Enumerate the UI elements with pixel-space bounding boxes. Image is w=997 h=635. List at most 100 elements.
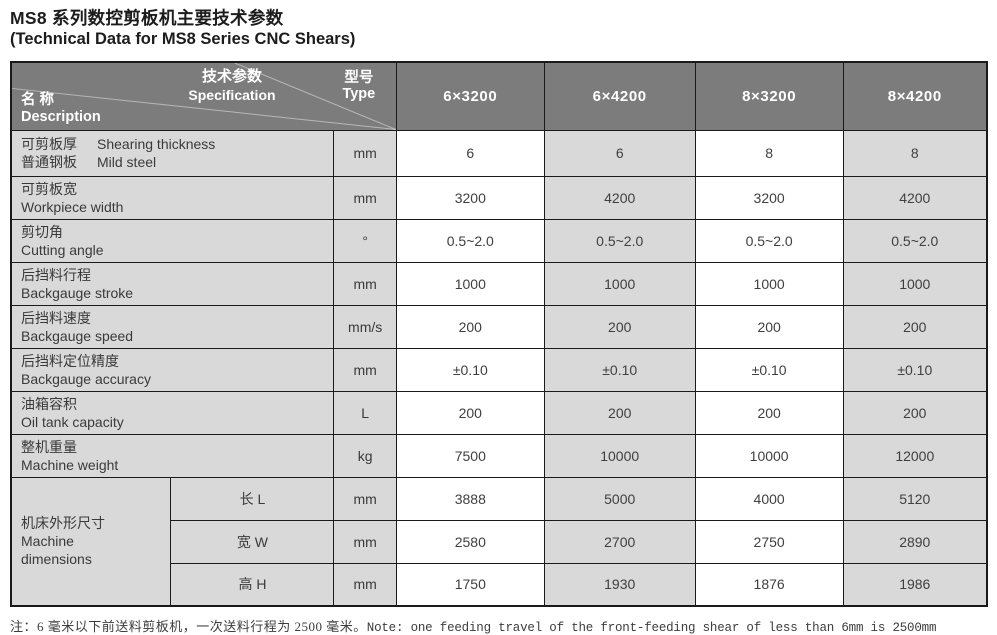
header-specification-en: Specification	[188, 87, 276, 103]
cell-value: 1750	[395, 562, 545, 607]
cell-value: 200	[395, 390, 545, 435]
dimension-sublabel-width: 宽 W	[170, 519, 335, 564]
table-row-shearing-thickness: 可剪板厚 Shearing thickness 普通钢板 Mild steel mm…	[10, 129, 988, 177]
cell-value: 2580	[395, 519, 545, 564]
table-row-cutting-angle: 剪切角 Cutting angle ° 0.5~2.0 0.5~2.0 0.5~…	[10, 218, 988, 263]
table-row-dimension-height: 高 H mm 1750 1930 1876 1986	[11, 562, 988, 607]
technical-data-table: 技术参数 Specification 名 称 Description 型号 Ty…	[10, 61, 988, 607]
header-type-en: Type	[342, 86, 376, 102]
table-header-row: 技术参数 Specification 名 称 Description 型号 Ty…	[10, 61, 988, 131]
cell-value: 4200	[543, 175, 696, 220]
row-unit: mm	[333, 519, 397, 564]
row-label: 后挡料行程 Backgauge stroke	[10, 261, 335, 306]
cell-value: 200	[842, 304, 988, 349]
cell-value: 6	[395, 129, 545, 177]
row-label-zh: 后挡料定位精度	[21, 352, 119, 369]
row-unit: mm	[333, 175, 397, 220]
cell-value: 1000	[694, 261, 844, 306]
row-label-zh: 后挡料速度	[21, 309, 91, 326]
footnote-zh: 注：6 毫米以下前送料剪板机，一次送料行程为 2500 毫米。	[10, 619, 367, 634]
cell-value: 2750	[694, 519, 844, 564]
row-label-zh2: 普通钢板	[21, 154, 77, 170]
cell-value: 4200	[842, 175, 988, 220]
cell-value: 3200	[395, 175, 545, 220]
table-row-dimension-width: 宽 W mm 2580 2700 2750 2890	[11, 519, 988, 564]
model-header-8x4200: 8×4200	[842, 61, 988, 131]
header-specification-label: 技术参数 Specification	[112, 68, 352, 104]
row-unit: kg	[333, 433, 397, 478]
dimensions-group-label: 机床外形尺寸 Machine dimensions	[10, 476, 172, 607]
cell-value: ±0.10	[694, 347, 844, 392]
row-label-en: Shearing thickness	[97, 136, 216, 152]
cell-value: 3200	[694, 175, 844, 220]
table-row-backgauge-speed: 后挡料速度 Backgauge speed mm/s 200 200 200 2…	[10, 304, 988, 349]
row-label-en2: Mild steel	[97, 154, 157, 170]
header-description-label: 名 称 Description	[21, 92, 101, 126]
page-title: MS8 系列数控剪板机主要技术参数 (Technical Data for MS…	[10, 8, 988, 50]
row-label-zh: 剪切角	[21, 223, 63, 240]
diagonal-divider-lines	[12, 63, 396, 129]
row-unit: °	[333, 218, 397, 263]
row-label: 油箱容积 Oil tank capacity	[10, 390, 335, 435]
cell-value: 200	[694, 304, 844, 349]
cell-value: 1000	[842, 261, 988, 306]
table-row-workpiece-width: 可剪板宽 Workpiece width mm 3200 4200 3200 4…	[10, 175, 988, 220]
cell-value: 0.5~2.0	[543, 218, 696, 263]
header-description-en: Description	[21, 108, 101, 125]
model-header-6x3200: 6×3200	[395, 61, 545, 131]
footnote-en: Note: one feeding travel of the front-fe…	[366, 621, 937, 635]
row-unit: mm	[333, 562, 397, 607]
cell-value: 6	[543, 129, 696, 177]
cell-value: 1930	[543, 562, 696, 607]
row-label-en: Oil tank capacity	[21, 413, 124, 430]
dimensions-label-en: Machine	[21, 533, 74, 550]
footnote: 注：6 毫米以下前送料剪板机，一次送料行程为 2500 毫米。Note: one…	[10, 616, 988, 635]
dimension-sublabel-length: 长 L	[170, 476, 335, 521]
cell-value: 5000	[543, 476, 696, 521]
cell-value: 10000	[694, 433, 844, 478]
cell-value: 1876	[694, 562, 844, 607]
header-description-zh: 名 称	[21, 91, 55, 108]
cell-value: 5120	[842, 476, 988, 521]
row-unit: mm/s	[333, 304, 397, 349]
row-label: 后挡料速度 Backgauge speed	[10, 304, 335, 349]
dimension-sublabel-height: 高 H	[170, 562, 335, 607]
cell-value: 12000	[842, 433, 988, 478]
row-label-en: Backgauge accuracy	[21, 370, 151, 387]
model-header-8x3200: 8×3200	[694, 61, 844, 131]
row-label: 后挡料定位精度 Backgauge accuracy	[10, 347, 335, 392]
table-row-backgauge-accuracy: 后挡料定位精度 Backgauge accuracy mm ±0.10 ±0.1…	[10, 347, 988, 392]
cell-value: 4000	[694, 476, 844, 521]
cell-value: 2890	[842, 519, 988, 564]
cell-value: 200	[395, 304, 545, 349]
table-row-oil-tank-capacity: 油箱容积 Oil tank capacity L 200 200 200 200	[10, 390, 988, 435]
row-label: 可剪板厚 Shearing thickness 普通钢板 Mild steel	[10, 129, 335, 177]
table-row-backgauge-stroke: 后挡料行程 Backgauge stroke mm 1000 1000 1000…	[10, 261, 988, 306]
row-unit: L	[333, 390, 397, 435]
row-unit: mm	[333, 476, 397, 521]
cell-value: 200	[543, 390, 696, 435]
row-label-zh: 可剪板厚	[21, 136, 77, 152]
cell-value: ±0.10	[842, 347, 988, 392]
row-unit: mm	[333, 347, 397, 392]
cell-value: 1000	[395, 261, 545, 306]
table-row-dimension-length: 机床外形尺寸 Machine dimensions 长 L mm 3888 50…	[10, 476, 988, 607]
cell-value: 8	[842, 129, 988, 177]
row-label-en: Machine weight	[21, 456, 119, 473]
row-label-zh: 后挡料行程	[21, 266, 91, 283]
cell-value: ±0.10	[543, 347, 696, 392]
table-corner-cell: 技术参数 Specification 名 称 Description 型号 Ty…	[10, 61, 397, 131]
cell-value: 200	[694, 390, 844, 435]
cell-value: ±0.10	[395, 347, 545, 392]
row-label-en: Cutting angle	[21, 241, 104, 258]
row-label-en: Backgauge speed	[21, 327, 134, 344]
page-title-zh: MS8 系列数控剪板机主要技术参数	[10, 8, 284, 28]
cell-value: 10000	[543, 433, 696, 478]
cell-value: 1000	[543, 261, 696, 306]
table-row-machine-weight: 整机重量 Machine weight kg 7500 10000 10000 …	[10, 433, 988, 478]
cell-value: 0.5~2.0	[694, 218, 844, 263]
row-unit: mm	[333, 129, 397, 177]
header-type-zh: 型号	[344, 70, 374, 86]
cell-value: 3888	[395, 476, 545, 521]
